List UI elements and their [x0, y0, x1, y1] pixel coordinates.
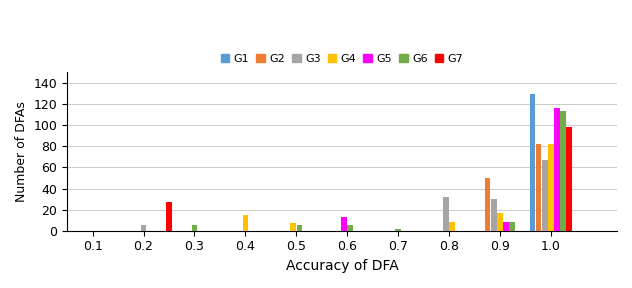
Bar: [503, 222, 509, 231]
Bar: [566, 127, 572, 231]
Bar: [548, 144, 554, 231]
Bar: [296, 226, 302, 231]
Bar: [542, 160, 547, 231]
Bar: [530, 94, 535, 231]
X-axis label: Accuracy of DFA: Accuracy of DFA: [286, 259, 398, 273]
Bar: [449, 222, 455, 231]
Bar: [141, 226, 147, 231]
Bar: [395, 229, 401, 231]
Y-axis label: Number of DFAs: Number of DFAs: [15, 101, 28, 202]
Bar: [243, 215, 248, 231]
Bar: [497, 213, 502, 231]
Bar: [554, 108, 560, 231]
Legend: G1, G2, G3, G4, G5, G6, G7: G1, G2, G3, G4, G5, G6, G7: [216, 50, 468, 69]
Bar: [485, 178, 490, 231]
Bar: [191, 226, 197, 231]
Bar: [560, 111, 566, 231]
Bar: [491, 199, 497, 231]
Bar: [290, 223, 296, 231]
Bar: [348, 226, 353, 231]
Bar: [166, 202, 172, 231]
Bar: [443, 197, 449, 231]
Bar: [341, 217, 347, 231]
Bar: [536, 144, 542, 231]
Bar: [509, 222, 515, 231]
